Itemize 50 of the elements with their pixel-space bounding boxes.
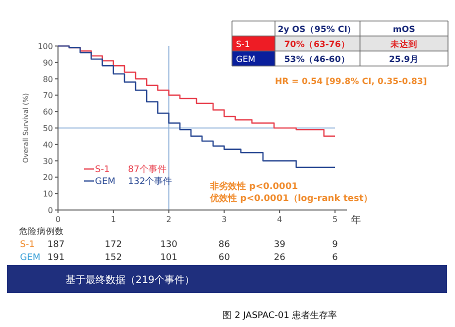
x-tick-label: 5 [332, 215, 338, 224]
text: 26 [274, 253, 286, 263]
text: 25.9月 [389, 55, 419, 65]
y-tick-label: 0 [48, 206, 53, 215]
annotation: 87个事件 [128, 164, 166, 175]
text: mOS [392, 25, 416, 35]
x-tick-label: 0 [55, 215, 61, 224]
y-tick-label: 30 [42, 156, 53, 166]
text: 6 [332, 253, 338, 263]
annotation: 70%（63-76） [284, 40, 350, 50]
annotation: HR = 0.54 [99.8% CI, 0.35-0.83] [275, 77, 428, 87]
x-tick-label: 4 [277, 215, 282, 224]
text: 191 [47, 253, 65, 263]
text: 187 [47, 240, 65, 250]
y-tick-label: 80 [42, 74, 53, 84]
y-tick-label: 70 [42, 91, 53, 100]
annotation: 优效性 p<0.0001（log-rank test） [209, 193, 372, 204]
x-tick-label: 3 [222, 215, 227, 224]
annotation: S-1 [236, 40, 250, 50]
text: 101 [160, 253, 178, 263]
x-tick-label: 1 [110, 215, 116, 224]
y-tick-label: 10 [42, 190, 53, 199]
text: GEM [20, 253, 40, 263]
x-tick-label: 2 [166, 215, 172, 224]
text: 39 [274, 240, 286, 250]
annotation: GEM [236, 55, 256, 65]
y-tick-label: 100 [38, 42, 53, 51]
y-tick-label: 90 [42, 58, 53, 68]
text: 172 [104, 240, 122, 250]
y-tick-label: 60 [42, 108, 53, 117]
legend-label: S-1 [95, 165, 110, 175]
y-tick-label: 50 [42, 124, 53, 133]
text: S-1 [20, 240, 35, 250]
text: 60 [218, 253, 230, 263]
annotation: 132个事件 [128, 176, 172, 187]
text: 86 [218, 240, 230, 250]
text: 130 [160, 240, 178, 250]
banner: 基于最终数据（219个事件） [7, 265, 447, 293]
legend-label: GEM [95, 177, 116, 187]
y-tick-label: 20 [42, 173, 53, 182]
text: 152 [104, 253, 122, 263]
x-axis-title: 年 [351, 214, 361, 226]
text: 危险病例数 [19, 226, 64, 237]
text: 9 [332, 240, 338, 250]
text: 未达到 [390, 40, 418, 50]
text: 2y OS（95% CI） [278, 25, 356, 35]
caption: 图 2 JASPAC-01 患者生存率 [222, 310, 338, 321]
y-tick-label: 40 [42, 140, 53, 150]
annotation: 非劣效性 p<0.0001 [209, 181, 298, 192]
annotation: 53%（46-60） [284, 55, 350, 65]
